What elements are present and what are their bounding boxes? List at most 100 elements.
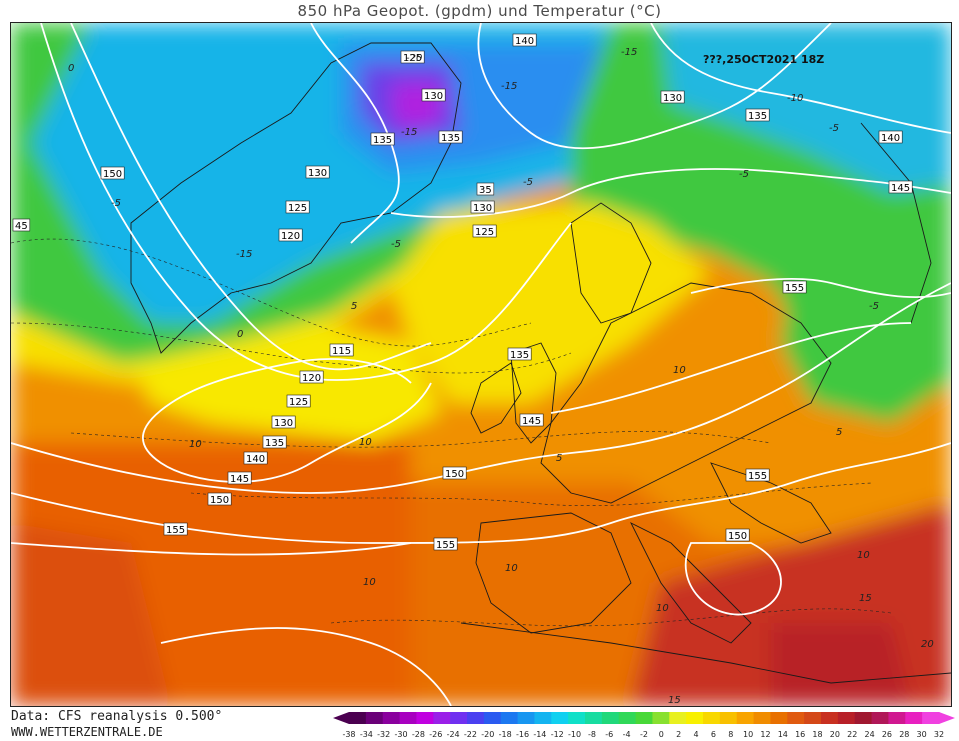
svg-text:125: 125 [288, 203, 307, 214]
legend-swatch [922, 712, 940, 724]
legend-swatch [450, 712, 468, 724]
data-source-label: Data: CFS reanalysis 0.500° [11, 709, 223, 724]
legend-tick-label: 0 [659, 730, 664, 739]
legend-tick-label: 30 [917, 730, 927, 739]
svg-text:140: 140 [881, 133, 900, 144]
temperature-labels: -20 -15 -15 -15 -15 -10 -5 -5 -5 -5 -5 -5 0 0 5 5 5 10 10 1… [68, 47, 934, 706]
legend-tick-label: 20 [830, 730, 840, 739]
geopotential-label: 130 [470, 200, 495, 214]
legend-tick-label: -2 [640, 730, 648, 739]
legend-tick-label: 2 [676, 730, 681, 739]
svg-text:125: 125 [475, 227, 494, 238]
geopotential-label: 150 [725, 528, 750, 542]
legend-tick-label: 16 [795, 730, 805, 739]
svg-text:135: 135 [265, 438, 284, 449]
legend-tick-label: -28 [412, 730, 425, 739]
geopotential-label: 135 [438, 130, 463, 144]
svg-text:150: 150 [445, 469, 464, 480]
geopotential-label: 135 [745, 108, 770, 122]
geopotential-label: 150 [100, 166, 125, 180]
legend-tick-label: -6 [605, 730, 613, 739]
geopotential-label: 115 [329, 343, 354, 357]
svg-text:130: 130 [663, 93, 682, 104]
temperature-label: 10 [857, 550, 870, 561]
legend-tick-label: 28 [899, 730, 909, 739]
source-url[interactable]: WWW.WETTERZENTRALE.DE [11, 725, 163, 739]
legend-swatch [433, 712, 451, 724]
temperature-label: 5 [556, 453, 562, 464]
geopotential-label: 125 [285, 200, 310, 214]
svg-text:45: 45 [15, 221, 28, 232]
chart-title: 850 hPa Geopot. (gpdm) und Temperatur (°… [297, 2, 662, 20]
temperature-field [11, 23, 951, 706]
temperature-label: 10 [363, 577, 376, 588]
temperature-label: -20 [406, 53, 422, 64]
geopotential-label: 145 [888, 180, 913, 194]
legend-swatch [854, 712, 873, 724]
legend-swatch [686, 712, 704, 724]
legend-swatch [804, 712, 822, 724]
legend-swatch [517, 712, 535, 724]
legend-swatch [770, 712, 788, 724]
legend-tick-label: -18 [499, 730, 512, 739]
svg-text:150: 150 [103, 169, 122, 180]
geopotential-label: 155 [163, 522, 188, 536]
temperature-label: -5 [829, 123, 839, 134]
svg-text:130: 130 [274, 418, 293, 429]
temperature-label: 20 [921, 639, 934, 650]
color-legend: -38 -34 -32 -30 -28 -26 -24 -22 -20 -18 -16 -14 -12-… [333, 712, 955, 739]
geopotential-label: 140 [878, 130, 903, 144]
temperature-label: 10 [505, 563, 518, 574]
legend-tick-label: 4 [694, 730, 699, 739]
geopotential-label: 130 [271, 415, 296, 429]
temperature-label: -15 [236, 249, 252, 260]
svg-text:140: 140 [515, 36, 534, 47]
temperature-label: -5 [869, 301, 879, 312]
temperature-label: -5 [739, 169, 749, 180]
legend-swatch [753, 712, 771, 724]
temperature-label: 15 [668, 695, 681, 706]
temperature-label: -5 [391, 239, 401, 250]
svg-text:150: 150 [210, 495, 229, 506]
svg-text:120: 120 [302, 373, 321, 384]
legend-tick-label: 24 [864, 730, 874, 739]
legend-swatch [365, 712, 384, 724]
svg-text:145: 145 [891, 183, 910, 194]
legend-tick-label: 10 [743, 730, 753, 739]
legend-tick-label: 18 [812, 730, 822, 739]
svg-text:155: 155 [166, 525, 185, 536]
temperature-label: 10 [189, 439, 202, 450]
geopotential-label: 145 [227, 471, 252, 485]
svg-text:130: 130 [473, 203, 492, 214]
legend-swatch [837, 712, 856, 724]
geopotential-label: 140 [243, 451, 268, 465]
temperature-label: 5 [351, 301, 357, 312]
geopotential-label: 135 [507, 347, 532, 361]
svg-text:135: 135 [510, 350, 529, 361]
legend-tick-label: -22 [464, 730, 477, 739]
legend-swatch [703, 712, 721, 724]
svg-text:140: 140 [246, 454, 265, 465]
legend-tick-label: 6 [711, 730, 716, 739]
svg-text:150: 150 [728, 531, 747, 542]
temperature-label: 10 [673, 365, 686, 376]
legend-swatch [551, 712, 569, 724]
geopotential-label: 145 [519, 413, 544, 427]
svg-text:35: 35 [479, 185, 492, 196]
svg-text:135: 135 [373, 135, 392, 146]
legend-swatch [618, 712, 637, 724]
svg-text:135: 135 [441, 133, 460, 144]
geopotential-label: 135 [262, 435, 287, 449]
legend-tick-label: -30 [395, 730, 408, 739]
geopotential-label: 35 [476, 182, 495, 196]
legend-tick-label: -20 [481, 730, 494, 739]
svg-text:155: 155 [748, 471, 767, 482]
legend-swatch [719, 712, 738, 724]
svg-text:155: 155 [436, 540, 455, 551]
geopotential-label: 150 [442, 466, 467, 480]
geopotential-label: 45 [12, 218, 31, 232]
legend-tick-label: -10 [568, 730, 581, 739]
temperature-label: 5 [836, 427, 842, 438]
geopotential-label: 130 [305, 165, 330, 179]
